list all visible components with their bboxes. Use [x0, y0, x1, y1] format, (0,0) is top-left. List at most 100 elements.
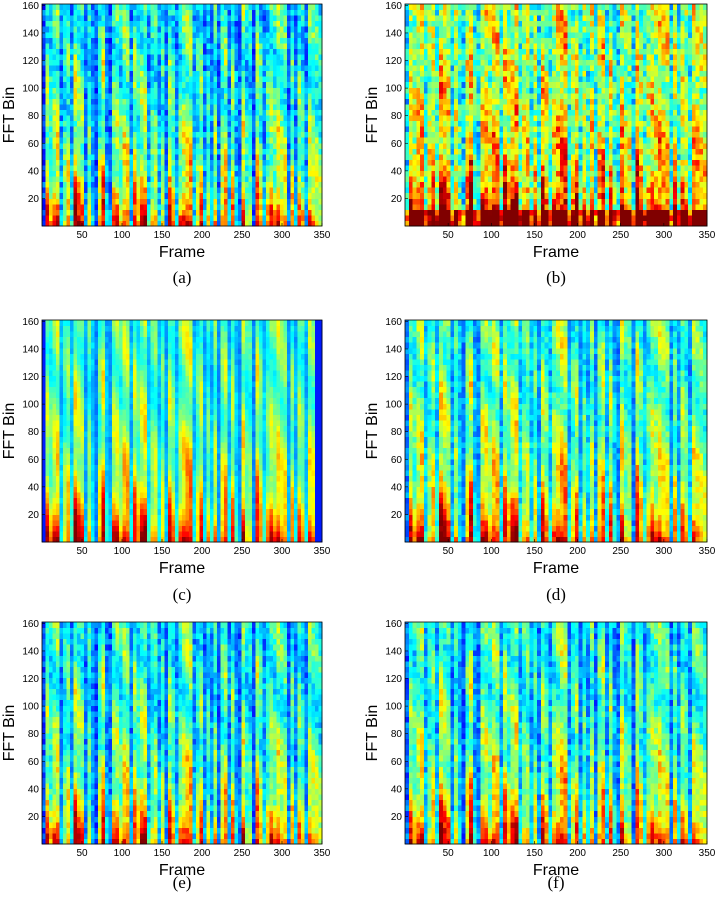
spectrogram-cell [122, 20, 127, 27]
spectrogram-cell [446, 198, 451, 205]
spectrogram-cell [287, 81, 291, 88]
spectrogram-cell [510, 220, 515, 227]
spectrogram-cell [150, 9, 155, 16]
spectrogram-cell [266, 120, 270, 127]
spectrogram-cell [157, 15, 162, 22]
spectrogram-cell [42, 115, 46, 122]
spectrogram-cell [283, 20, 288, 27]
spectrogram-cell [563, 4, 568, 11]
spectrogram-cell [540, 81, 546, 88]
spectrogram-cell [559, 20, 565, 27]
spectrogram-cell [178, 192, 183, 199]
spectrogram-cell [147, 4, 151, 11]
spectrogram-cell [510, 126, 515, 133]
spectrogram-cell [525, 126, 531, 133]
spectrogram-cell [206, 126, 211, 133]
spectrogram-cell [49, 120, 53, 127]
spectrogram-cell [563, 137, 568, 144]
spectrogram-cell [529, 181, 534, 188]
spectrogram-cell [423, 126, 429, 133]
spectrogram-cell [273, 42, 277, 49]
spectrogram-cell [491, 4, 497, 11]
spectrogram-cell [491, 120, 497, 127]
spectrogram-cell [514, 15, 519, 22]
spectrogram-cell [115, 65, 120, 72]
spectrogram-cell [465, 192, 470, 199]
spectrogram-cell [476, 220, 482, 227]
spectrogram-cell [457, 4, 463, 11]
spectrogram-cell [450, 53, 455, 60]
spectrogram-cell [510, 20, 515, 27]
spectrogram-cell [315, 142, 319, 149]
spectrogram-cell [248, 198, 253, 205]
spectrogram-cell [164, 53, 169, 60]
spectrogram-cell [416, 31, 421, 38]
spectrogram-cell [98, 48, 102, 55]
spectrogram-cell [199, 131, 204, 138]
spectrogram-cell [416, 9, 421, 16]
spectrogram-cell [510, 142, 515, 149]
spectrogram-cell [533, 220, 538, 227]
spectrogram-cell [245, 48, 249, 55]
spectrogram-cell [77, 176, 81, 183]
spectrogram-cell [446, 203, 451, 210]
spectrogram-cell [56, 120, 60, 127]
spectrogram-cell [465, 115, 470, 122]
spectrogram-cell [431, 131, 436, 138]
spectrogram-cell [287, 103, 291, 110]
spectrogram-cell [42, 159, 46, 166]
spectrogram-cell [308, 37, 312, 44]
spectrogram-cell [318, 198, 323, 205]
spectrogram-cell [457, 87, 463, 94]
spectrogram-cell [245, 170, 249, 177]
spectrogram-cell [283, 31, 288, 38]
spectrogram-cell [189, 42, 193, 49]
spectrogram-cell [77, 81, 81, 88]
spectrogram-cell [431, 170, 436, 177]
spectrogram-cell [488, 209, 493, 216]
spectrogram-cell [77, 9, 81, 16]
spectrogram-cell [178, 20, 183, 27]
spectrogram-cell [234, 81, 239, 88]
spectrogram-cell [164, 120, 169, 127]
spectrogram-cell [491, 203, 497, 210]
spectrogram-cell [301, 65, 305, 72]
spectrogram-cell [308, 142, 312, 149]
spectrogram-cell [70, 109, 74, 116]
spectrogram-cell [245, 103, 249, 110]
spectrogram-cell [266, 87, 270, 94]
spectrogram-cell [238, 209, 242, 216]
spectrogram-cell [427, 181, 432, 188]
spectrogram-cell [408, 198, 414, 205]
spectrogram-cell [70, 153, 74, 160]
spectrogram-cell [140, 203, 144, 210]
spectrogram-cell [438, 26, 444, 33]
spectrogram-cell [454, 209, 459, 216]
spectrogram-cell [518, 176, 523, 183]
spectrogram-cell [525, 192, 531, 199]
spectrogram-cell [231, 187, 235, 194]
spectrogram-cell [408, 164, 414, 171]
spectrogram-cell [276, 92, 281, 99]
spectrogram-cell [259, 203, 263, 210]
spectrogram-cell [105, 181, 109, 188]
spectrogram-cell [175, 65, 179, 72]
spectrogram-cell [552, 176, 557, 183]
spectrogram-cell [266, 192, 270, 199]
spectrogram-cell [525, 53, 531, 60]
spectrogram-cell [544, 164, 549, 171]
spectrogram-cell [220, 198, 225, 205]
spectrogram-cell [168, 192, 172, 199]
spectrogram-cell [544, 142, 549, 149]
spectrogram-cell [84, 214, 88, 221]
spectrogram-cell [119, 148, 123, 155]
spectrogram-cell [461, 59, 466, 66]
spectrogram-cell [529, 192, 534, 199]
spectrogram-cell [248, 126, 253, 133]
spectrogram-cell [129, 92, 134, 99]
spectrogram-cell [227, 70, 232, 77]
spectrogram-cell [495, 59, 500, 66]
spectrogram-cell [49, 92, 53, 99]
spectrogram-cell [175, 198, 179, 205]
spectrogram-cell [514, 203, 519, 210]
